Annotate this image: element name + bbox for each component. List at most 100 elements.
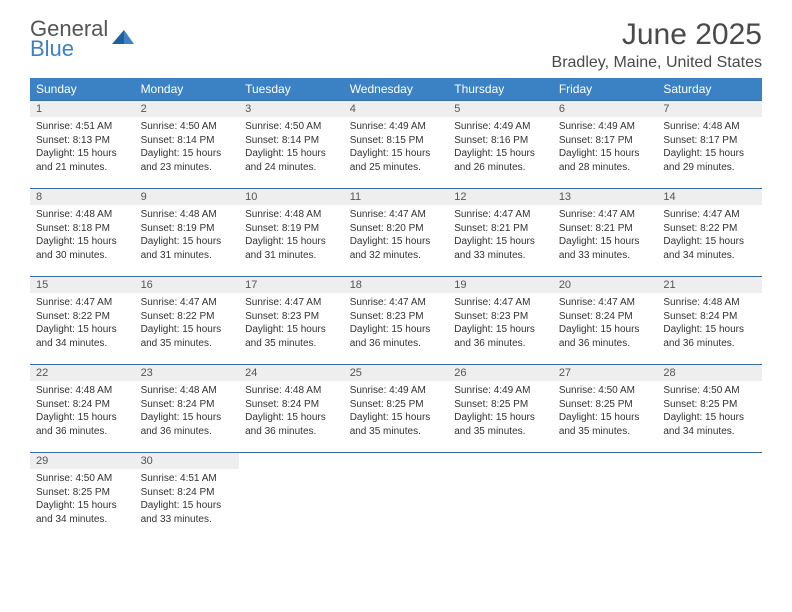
day-ss: Sunset: 8:25 PM — [559, 398, 652, 412]
calendar-row: 1Sunrise: 4:51 AMSunset: 8:13 PMDaylight… — [30, 101, 762, 189]
day-dl2: and 34 minutes. — [663, 425, 756, 439]
day-sr: Sunrise: 4:48 AM — [245, 208, 338, 222]
weekday-header: Thursday — [448, 78, 553, 101]
calendar-cell: 26Sunrise: 4:49 AMSunset: 8:25 PMDayligh… — [448, 365, 553, 453]
day-body: Sunrise: 4:48 AMSunset: 8:19 PMDaylight:… — [239, 205, 344, 266]
day-sr: Sunrise: 4:50 AM — [663, 384, 756, 398]
calendar-cell: 27Sunrise: 4:50 AMSunset: 8:25 PMDayligh… — [553, 365, 658, 453]
weekday-header: Sunday — [30, 78, 135, 101]
day-sr: Sunrise: 4:51 AM — [141, 472, 234, 486]
day-sr: Sunrise: 4:47 AM — [36, 296, 129, 310]
day-number: 11 — [344, 189, 449, 205]
day-dl2: and 33 minutes. — [559, 249, 652, 263]
calendar-cell — [553, 453, 658, 541]
day-dl2: and 25 minutes. — [350, 161, 443, 175]
day-sr: Sunrise: 4:47 AM — [350, 296, 443, 310]
day-sr: Sunrise: 4:51 AM — [36, 120, 129, 134]
calendar-cell: 11Sunrise: 4:47 AMSunset: 8:20 PMDayligh… — [344, 189, 449, 277]
day-dl1: Daylight: 15 hours — [350, 147, 443, 161]
day-ss: Sunset: 8:17 PM — [663, 134, 756, 148]
day-body: Sunrise: 4:51 AMSunset: 8:13 PMDaylight:… — [30, 117, 135, 178]
title-block: June 2025 Bradley, Maine, United States — [552, 18, 762, 72]
day-body: Sunrise: 4:48 AMSunset: 8:19 PMDaylight:… — [135, 205, 240, 266]
day-dl1: Daylight: 15 hours — [36, 323, 129, 337]
day-dl2: and 35 minutes. — [350, 425, 443, 439]
day-dl1: Daylight: 15 hours — [350, 411, 443, 425]
day-body: Sunrise: 4:47 AMSunset: 8:24 PMDaylight:… — [553, 293, 658, 354]
day-sr: Sunrise: 4:47 AM — [245, 296, 338, 310]
day-number: 15 — [30, 277, 135, 293]
day-body: Sunrise: 4:50 AMSunset: 8:14 PMDaylight:… — [135, 117, 240, 178]
day-body: Sunrise: 4:48 AMSunset: 8:24 PMDaylight:… — [239, 381, 344, 442]
day-ss: Sunset: 8:24 PM — [663, 310, 756, 324]
day-ss: Sunset: 8:20 PM — [350, 222, 443, 236]
day-dl2: and 33 minutes. — [454, 249, 547, 263]
day-number: 22 — [30, 365, 135, 381]
day-sr: Sunrise: 4:49 AM — [350, 120, 443, 134]
calendar-cell: 8Sunrise: 4:48 AMSunset: 8:18 PMDaylight… — [30, 189, 135, 277]
day-sr: Sunrise: 4:47 AM — [141, 296, 234, 310]
day-number: 24 — [239, 365, 344, 381]
day-dl2: and 31 minutes. — [245, 249, 338, 263]
calendar-cell: 2Sunrise: 4:50 AMSunset: 8:14 PMDaylight… — [135, 101, 240, 189]
location-text: Bradley, Maine, United States — [552, 54, 762, 72]
day-number: 29 — [30, 453, 135, 469]
day-body: Sunrise: 4:49 AMSunset: 8:25 PMDaylight:… — [344, 381, 449, 442]
day-ss: Sunset: 8:21 PM — [454, 222, 547, 236]
calendar-cell: 18Sunrise: 4:47 AMSunset: 8:23 PMDayligh… — [344, 277, 449, 365]
day-dl2: and 21 minutes. — [36, 161, 129, 175]
day-dl1: Daylight: 15 hours — [350, 235, 443, 249]
day-dl1: Daylight: 15 hours — [663, 411, 756, 425]
day-dl1: Daylight: 15 hours — [36, 147, 129, 161]
day-dl2: and 35 minutes. — [141, 337, 234, 351]
day-dl2: and 34 minutes. — [36, 513, 129, 527]
weekday-header: Friday — [553, 78, 658, 101]
calendar-cell: 1Sunrise: 4:51 AMSunset: 8:13 PMDaylight… — [30, 101, 135, 189]
calendar-row: 29Sunrise: 4:50 AMSunset: 8:25 PMDayligh… — [30, 453, 762, 541]
day-sr: Sunrise: 4:48 AM — [141, 384, 234, 398]
day-dl2: and 23 minutes. — [141, 161, 234, 175]
weekday-header: Tuesday — [239, 78, 344, 101]
calendar-cell: 9Sunrise: 4:48 AMSunset: 8:19 PMDaylight… — [135, 189, 240, 277]
day-ss: Sunset: 8:24 PM — [559, 310, 652, 324]
day-ss: Sunset: 8:24 PM — [141, 398, 234, 412]
day-sr: Sunrise: 4:47 AM — [559, 296, 652, 310]
day-body: Sunrise: 4:47 AMSunset: 8:23 PMDaylight:… — [239, 293, 344, 354]
day-body: Sunrise: 4:47 AMSunset: 8:23 PMDaylight:… — [344, 293, 449, 354]
day-sr: Sunrise: 4:48 AM — [36, 384, 129, 398]
day-dl2: and 35 minutes. — [454, 425, 547, 439]
day-ss: Sunset: 8:21 PM — [559, 222, 652, 236]
day-dl1: Daylight: 15 hours — [141, 411, 234, 425]
day-body: Sunrise: 4:48 AMSunset: 8:17 PMDaylight:… — [657, 117, 762, 178]
day-number: 30 — [135, 453, 240, 469]
day-number: 4 — [344, 101, 449, 117]
brand-word2: Blue — [30, 38, 108, 60]
day-dl1: Daylight: 15 hours — [559, 323, 652, 337]
header: General Blue June 2025 Bradley, Maine, U… — [30, 18, 762, 72]
calendar-cell: 7Sunrise: 4:48 AMSunset: 8:17 PMDaylight… — [657, 101, 762, 189]
weekday-header: Wednesday — [344, 78, 449, 101]
day-sr: Sunrise: 4:47 AM — [454, 208, 547, 222]
day-ss: Sunset: 8:24 PM — [245, 398, 338, 412]
day-ss: Sunset: 8:25 PM — [663, 398, 756, 412]
calendar-cell — [239, 453, 344, 541]
calendar-cell: 12Sunrise: 4:47 AMSunset: 8:21 PMDayligh… — [448, 189, 553, 277]
calendar-cell: 5Sunrise: 4:49 AMSunset: 8:16 PMDaylight… — [448, 101, 553, 189]
day-number: 12 — [448, 189, 553, 205]
day-dl1: Daylight: 15 hours — [454, 147, 547, 161]
weekday-header: Monday — [135, 78, 240, 101]
day-dl1: Daylight: 15 hours — [245, 323, 338, 337]
day-sr: Sunrise: 4:49 AM — [454, 120, 547, 134]
day-dl2: and 26 minutes. — [454, 161, 547, 175]
day-sr: Sunrise: 4:50 AM — [559, 384, 652, 398]
day-dl1: Daylight: 15 hours — [663, 323, 756, 337]
day-number: 28 — [657, 365, 762, 381]
day-ss: Sunset: 8:25 PM — [36, 486, 129, 500]
day-dl2: and 33 minutes. — [141, 513, 234, 527]
brand-mark-icon — [110, 24, 136, 54]
day-dl1: Daylight: 15 hours — [245, 411, 338, 425]
calendar-cell — [657, 453, 762, 541]
day-ss: Sunset: 8:22 PM — [141, 310, 234, 324]
day-body: Sunrise: 4:49 AMSunset: 8:17 PMDaylight:… — [553, 117, 658, 178]
day-dl1: Daylight: 15 hours — [454, 411, 547, 425]
